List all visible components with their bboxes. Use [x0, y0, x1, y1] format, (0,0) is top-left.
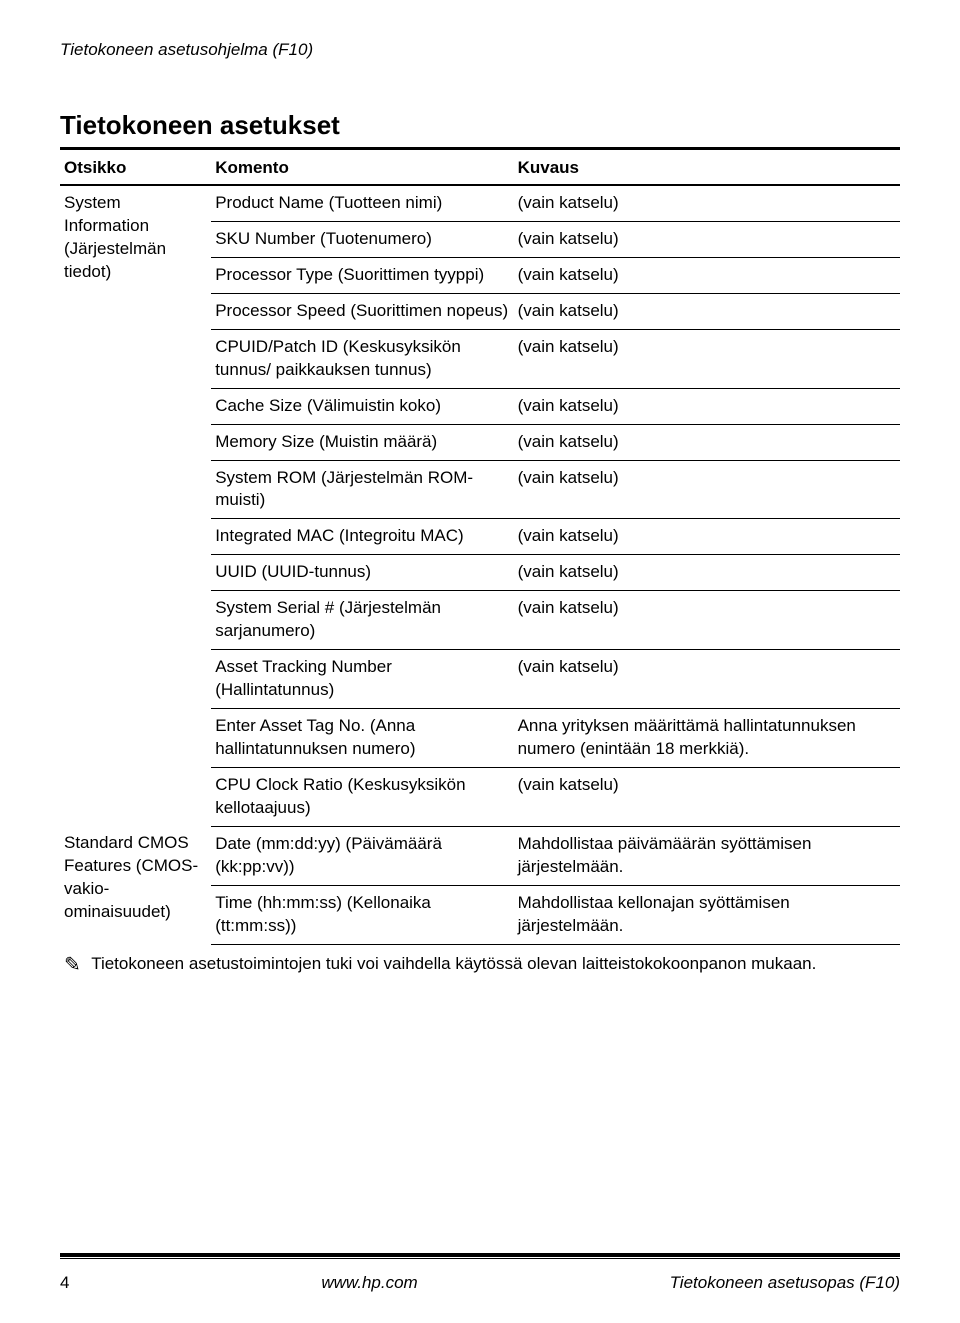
table-row: System Information (Järjestelmän tiedot)… [60, 185, 900, 221]
footer-right: Tietokoneen asetusopas (F10) [670, 1273, 900, 1293]
cmd: Time (hh:mm:ss) (Kellonaika (tt:mm:ss)) [211, 885, 513, 944]
note-row: ✎ Tietokoneen asetustoimintojen tuki voi… [60, 944, 900, 981]
desc: (vain katselu) [514, 591, 900, 650]
note-text: Tietokoneen asetustoimintojen tuki voi v… [91, 954, 816, 973]
section-heading-system-info: System Information (Järjestelmän tiedot) [60, 185, 211, 826]
main-title: Tietokoneen asetukset [60, 110, 900, 150]
settings-table: Otsikko Komento Kuvaus System Informatio… [60, 150, 900, 981]
desc: (vain katselu) [514, 767, 900, 826]
desc: (vain katselu) [514, 424, 900, 460]
table-header-row: Otsikko Komento Kuvaus [60, 150, 900, 185]
cmd: Product Name (Tuotteen nimi) [211, 185, 513, 221]
cmd: Cache Size (Välimuistin koko) [211, 388, 513, 424]
note-icon: ✎ [64, 955, 81, 975]
cmd: Enter Asset Tag No. (Anna hallintatunnuk… [211, 709, 513, 768]
desc: (vain katselu) [514, 293, 900, 329]
cmd: Processor Type (Suorittimen tyyppi) [211, 257, 513, 293]
desc: Anna yrityksen määrittämä hallintatunnuk… [514, 709, 900, 768]
col-heading: Otsikko [60, 150, 211, 185]
desc: Mahdollistaa päivämäärän syöttämisen jär… [514, 826, 900, 885]
desc: (vain katselu) [514, 388, 900, 424]
cmd: System ROM (Järjestelmän ROM-muisti) [211, 460, 513, 519]
cmd: Processor Speed (Suorittimen nopeus) [211, 293, 513, 329]
desc: (vain katselu) [514, 555, 900, 591]
desc: (vain katselu) [514, 257, 900, 293]
running-header: Tietokoneen asetusohjelma (F10) [60, 40, 900, 60]
cmd: CPU Clock Ratio (Keskusyksikön kellotaaj… [211, 767, 513, 826]
footer: 4 www.hp.com Tietokoneen asetusopas (F10… [60, 1273, 900, 1293]
cmd: System Serial # (Järjestelmän sarjanumer… [211, 591, 513, 650]
desc: (vain katselu) [514, 460, 900, 519]
desc: (vain katselu) [514, 519, 900, 555]
section-heading-cmos: Standard CMOS Features (CMOS-vakio-omina… [60, 826, 211, 944]
footer-center: www.hp.com [321, 1273, 417, 1293]
desc: (vain katselu) [514, 329, 900, 388]
desc: (vain katselu) [514, 650, 900, 709]
desc: (vain katselu) [514, 221, 900, 257]
page-number: 4 [60, 1273, 69, 1293]
cmd: Asset Tracking Number (Hallintatunnus) [211, 650, 513, 709]
cmd: SKU Number (Tuotenumero) [211, 221, 513, 257]
col-description: Kuvaus [514, 150, 900, 185]
col-command: Komento [211, 150, 513, 185]
desc: (vain katselu) [514, 185, 900, 221]
desc: Mahdollistaa kellonajan syöttämisen järj… [514, 885, 900, 944]
table-row: Standard CMOS Features (CMOS-vakio-omina… [60, 826, 900, 885]
cmd: Date (mm:dd:yy) (Päivämäärä (kk:pp:vv)) [211, 826, 513, 885]
footer-rule [60, 1253, 900, 1259]
cmd: CPUID/Patch ID (Keskusyksikön tunnus/ pa… [211, 329, 513, 388]
cmd: Memory Size (Muistin määrä) [211, 424, 513, 460]
cmd: Integrated MAC (Integroitu MAC) [211, 519, 513, 555]
cmd: UUID (UUID-tunnus) [211, 555, 513, 591]
